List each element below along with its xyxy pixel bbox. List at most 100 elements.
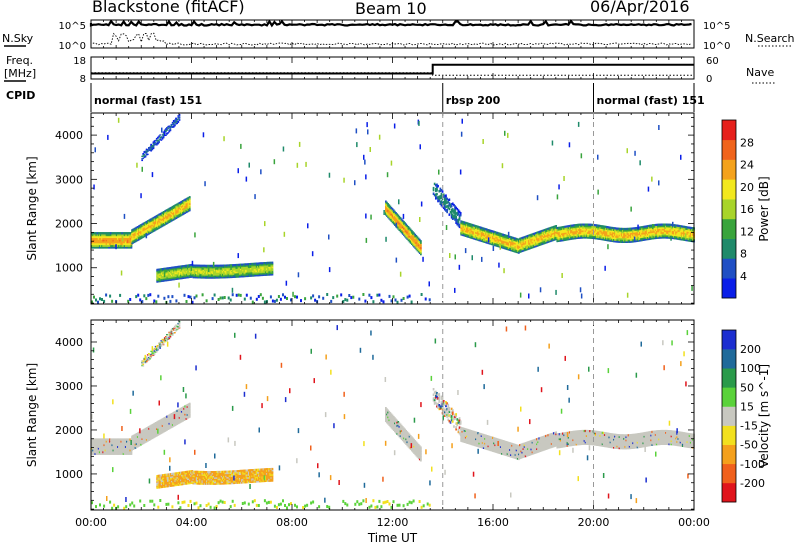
power-cell bbox=[461, 230, 464, 233]
power-cell bbox=[154, 226, 157, 230]
power-cell bbox=[648, 234, 650, 237]
power-cell bbox=[218, 267, 221, 270]
power-cell bbox=[503, 234, 506, 237]
power-cell bbox=[226, 276, 229, 279]
power-cell bbox=[175, 208, 178, 211]
power-cell bbox=[404, 223, 406, 226]
power-cell bbox=[637, 236, 640, 239]
power-cell bbox=[236, 266, 239, 269]
power-cell bbox=[607, 229, 610, 232]
power-cell bbox=[203, 273, 206, 276]
power-cell bbox=[233, 275, 235, 278]
power-cell bbox=[128, 239, 131, 242]
power-cell bbox=[174, 275, 177, 278]
power-cell bbox=[165, 130, 167, 133]
power-cell bbox=[138, 236, 140, 239]
power-cell bbox=[450, 212, 453, 215]
power-cell bbox=[93, 244, 96, 247]
power-cell bbox=[591, 230, 594, 233]
power-cell bbox=[156, 273, 159, 276]
power-cell bbox=[215, 267, 217, 270]
power-cell bbox=[420, 243, 422, 246]
power-cell bbox=[123, 242, 126, 246]
power-cell bbox=[582, 234, 585, 237]
power-cell bbox=[563, 230, 565, 233]
power-cell bbox=[553, 230, 555, 233]
power-cell bbox=[91, 244, 93, 247]
power-cell bbox=[245, 270, 248, 273]
power-cell bbox=[171, 271, 173, 274]
power-cell bbox=[581, 223, 584, 226]
power-cell bbox=[159, 272, 162, 275]
power-cell bbox=[589, 223, 591, 226]
power-cell bbox=[481, 235, 484, 238]
power-cell bbox=[169, 213, 172, 216]
power-cell bbox=[620, 231, 623, 234]
power-cell bbox=[608, 231, 611, 234]
power-cell bbox=[202, 276, 205, 279]
power-cell bbox=[139, 227, 141, 231]
power-cell bbox=[165, 221, 167, 224]
power-cell bbox=[502, 245, 504, 248]
power-cell bbox=[225, 270, 228, 273]
power-cell bbox=[268, 261, 271, 264]
power-cell bbox=[563, 238, 565, 242]
power-cell bbox=[587, 236, 589, 239]
power-cell bbox=[554, 238, 556, 241]
power-cell bbox=[565, 232, 568, 235]
power-cell bbox=[624, 232, 627, 235]
power-cell bbox=[558, 229, 561, 233]
power-cell bbox=[545, 228, 547, 231]
power-cell bbox=[98, 233, 101, 237]
power-cell bbox=[542, 242, 545, 245]
power-cell bbox=[404, 225, 406, 228]
power-cell bbox=[98, 246, 101, 249]
power-cell bbox=[520, 250, 523, 253]
power-cell bbox=[556, 235, 559, 238]
power-cell bbox=[185, 300, 188, 303]
power-cell bbox=[212, 275, 215, 278]
power-cell bbox=[123, 213, 126, 219]
power-cell bbox=[186, 268, 189, 271]
power-cell bbox=[266, 273, 268, 276]
power-cell bbox=[170, 206, 173, 209]
power-cell bbox=[640, 239, 642, 242]
power-cell bbox=[544, 241, 546, 245]
power-cell bbox=[154, 139, 157, 142]
power-cell bbox=[97, 239, 100, 242]
power-cell bbox=[127, 244, 129, 247]
power-cell bbox=[484, 237, 486, 240]
power-cell bbox=[266, 270, 268, 273]
power-cell bbox=[501, 236, 503, 239]
power-cell bbox=[642, 229, 645, 232]
power-cell bbox=[469, 236, 472, 239]
power-cell bbox=[635, 236, 638, 239]
power-cell bbox=[435, 189, 437, 193]
power-cell bbox=[532, 239, 535, 242]
power-cell bbox=[268, 267, 271, 270]
power-cell bbox=[643, 238, 646, 241]
power-cell bbox=[158, 215, 161, 218]
power-cell bbox=[409, 230, 412, 233]
power-cell bbox=[506, 238, 509, 241]
power-cell bbox=[199, 266, 202, 269]
power-cell bbox=[456, 222, 459, 226]
power-cell bbox=[158, 275, 161, 278]
power-cell bbox=[169, 207, 172, 210]
power-cell bbox=[160, 274, 163, 277]
power-cell bbox=[194, 266, 197, 269]
power-cell bbox=[370, 214, 372, 220]
power-cell bbox=[167, 277, 170, 280]
power-cell bbox=[97, 235, 100, 238]
power-cell bbox=[620, 234, 623, 237]
power-cell bbox=[515, 246, 518, 249]
power-cell bbox=[462, 222, 465, 225]
power-cell bbox=[564, 237, 567, 240]
power-cell bbox=[258, 268, 260, 271]
beam-title: Beam 10 bbox=[355, 0, 427, 18]
power-cell bbox=[113, 240, 116, 244]
power-cell bbox=[600, 226, 603, 229]
power-cell bbox=[139, 229, 141, 232]
power-cell bbox=[186, 207, 189, 210]
power-cell bbox=[152, 147, 155, 150]
